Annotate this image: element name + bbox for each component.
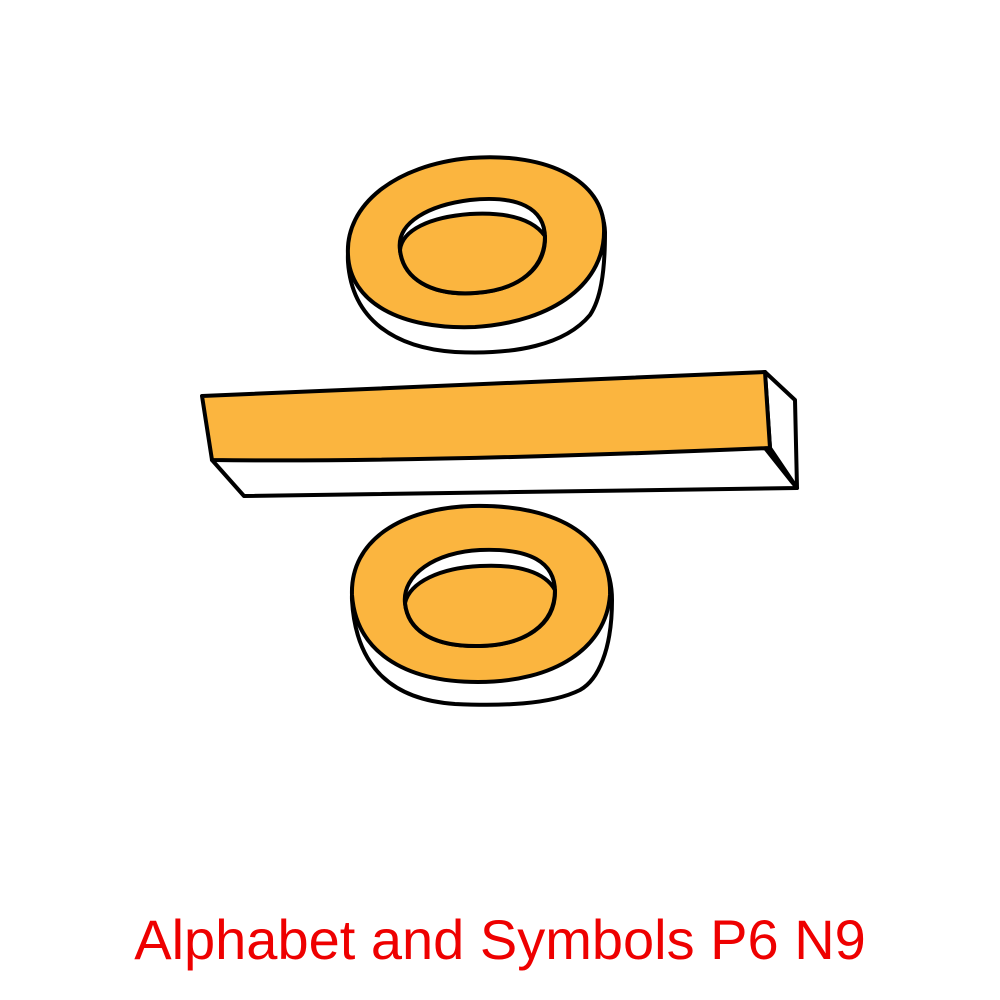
bottom-ring: [349, 503, 614, 707]
caption-text: Alphabet and Symbols P6 N9: [134, 908, 866, 971]
division-sign-icon: [200, 155, 799, 707]
division-bar: [200, 370, 799, 498]
bottom-ring-hole-wall: [403, 563, 557, 649]
division-bar-face: [200, 370, 772, 463]
top-ring-hole-wall: [398, 211, 547, 296]
top-ring: [345, 155, 607, 355]
